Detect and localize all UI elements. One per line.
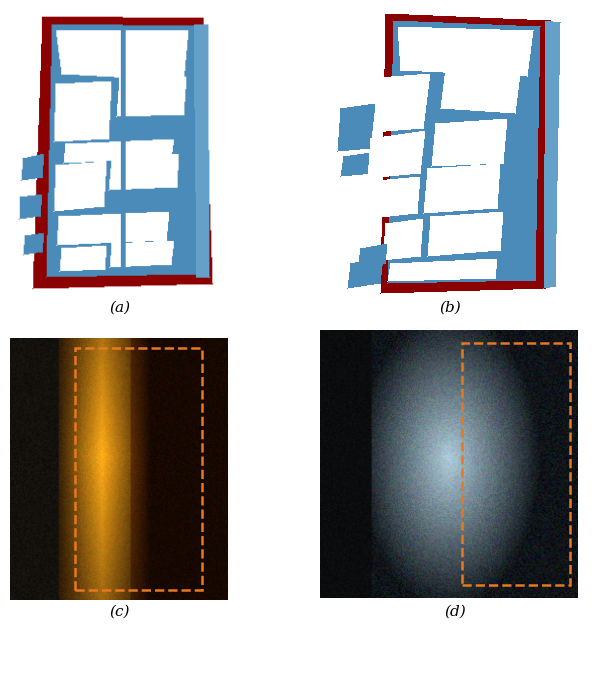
Bar [76,348,202,589]
Text: (d): (d) [444,605,466,619]
Bar [462,343,570,585]
Text: (c): (c) [110,605,130,619]
Text: (b): (b) [439,301,461,315]
Text: (a): (a) [109,301,131,315]
